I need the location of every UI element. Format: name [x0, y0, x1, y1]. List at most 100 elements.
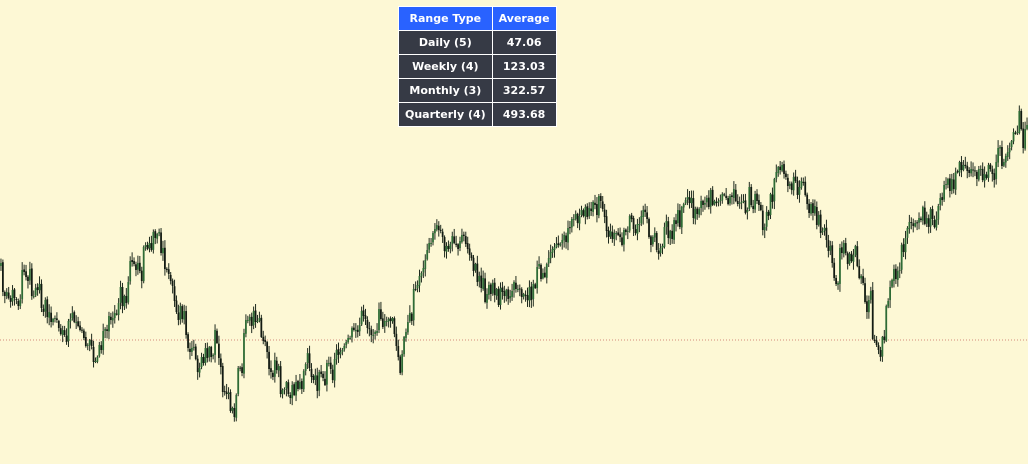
candle-body: [950, 179, 953, 191]
candle-body: [698, 209, 701, 215]
candle-body: [987, 165, 990, 178]
candle-body: [883, 336, 886, 340]
range-type-cell: Quarterly (4): [398, 102, 493, 127]
candle-body: [900, 245, 903, 270]
candle-body: [732, 189, 735, 198]
candle-body: [910, 222, 913, 224]
candle-body: [935, 219, 938, 228]
candle-body: [15, 298, 18, 300]
candle-body: [665, 221, 668, 227]
candle-body: [839, 248, 841, 284]
candle-body: [42, 308, 45, 312]
candle-body: [769, 194, 772, 216]
candle-body: [798, 187, 801, 195]
candle-body: [270, 368, 272, 372]
candle-body: [129, 261, 132, 282]
candle-body: [435, 225, 438, 230]
candle-body: [434, 229, 436, 234]
candle-body: [281, 390, 284, 395]
candle-body: [227, 393, 230, 394]
average-cell: 47.06: [491, 30, 557, 55]
candle-body: [98, 345, 101, 357]
candle-body: [19, 300, 22, 307]
candle-body: [607, 230, 610, 237]
candle-body: [761, 210, 764, 230]
candle-body: [522, 294, 525, 297]
candle-body: [835, 277, 837, 284]
candle-body: [983, 174, 986, 181]
candle-body: [32, 296, 35, 297]
candle-body: [590, 208, 593, 211]
candle-body: [906, 228, 909, 238]
candle-body: [88, 340, 91, 345]
candle-body: [48, 312, 51, 318]
candle-body: [329, 362, 332, 369]
candle-body: [229, 392, 232, 411]
candle-body: [991, 169, 994, 174]
candle-body: [100, 345, 103, 350]
candle-body: [426, 250, 429, 260]
candle-body: [289, 394, 292, 398]
candle-body: [979, 169, 982, 170]
candle-body: [345, 342, 348, 346]
candle-body: [829, 246, 832, 251]
candle-body: [582, 210, 585, 216]
candle-body: [212, 355, 215, 357]
candle-body: [785, 173, 787, 177]
candle-body: [158, 232, 161, 234]
candle-body: [154, 231, 157, 238]
candle-body: [688, 197, 691, 203]
candle-body: [725, 195, 728, 198]
candle-body: [11, 290, 14, 302]
candle-body: [162, 248, 164, 254]
candle-body: [1024, 129, 1027, 149]
candle-body: [175, 300, 178, 312]
candle-body: [916, 222, 918, 224]
candle-body: [511, 291, 513, 297]
candle-body: [975, 171, 978, 179]
candle-body: [470, 255, 473, 258]
candle-body: [258, 318, 261, 321]
candle-body: [748, 187, 751, 210]
candle-body: [981, 168, 984, 180]
candle-body: [38, 284, 41, 291]
candle-body: [1006, 152, 1009, 157]
candle-body: [711, 189, 714, 205]
candle-body: [657, 250, 660, 254]
candle-body: [241, 367, 243, 373]
candle-body: [771, 194, 774, 202]
candle-body: [291, 385, 294, 399]
candle-body: [189, 348, 191, 352]
candle-body: [418, 276, 421, 286]
candle-body: [752, 205, 755, 209]
table-row: Daily (5) 47.06: [398, 30, 557, 55]
candle-body: [23, 269, 26, 272]
candle-body: [740, 202, 743, 203]
candle-body: [376, 331, 378, 333]
candle-body: [202, 356, 205, 363]
candle-body: [260, 317, 263, 337]
candle-body: [420, 273, 423, 277]
candle-body: [815, 206, 818, 225]
candle-body: [646, 212, 648, 219]
candle-body: [482, 278, 485, 289]
candle-body: [823, 228, 826, 231]
candle-body: [927, 218, 930, 227]
candle-body: [734, 189, 737, 201]
candle-body: [1016, 132, 1019, 133]
candle-body: [165, 268, 168, 270]
table-header-row: Range Type Average: [398, 6, 557, 31]
candle-body: [738, 203, 741, 204]
candle-body: [63, 330, 66, 335]
candle-body: [219, 358, 222, 367]
candle-body: [293, 384, 296, 395]
candle-body: [119, 287, 122, 303]
candlestick-series: [0, 105, 1028, 422]
candle-body: [914, 223, 917, 227]
candle-body: [947, 179, 949, 185]
candle-body: [540, 264, 542, 279]
candle-body: [381, 318, 384, 327]
candle-body: [864, 283, 866, 302]
candle-body: [516, 289, 519, 290]
